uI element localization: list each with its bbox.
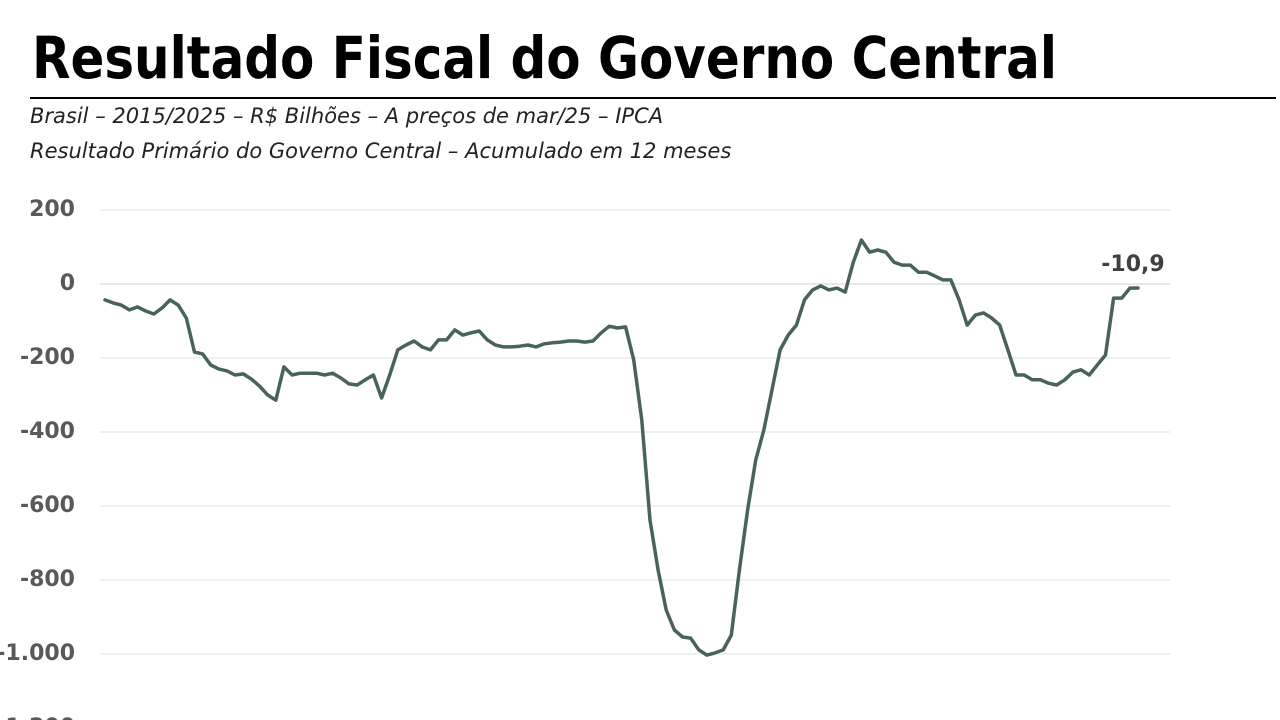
y-tick-label: -400 (20, 419, 75, 444)
subtitle: Brasil – 2015/2025 – R$ Bilhões – A preç… (30, 104, 663, 128)
line (103, 238, 1140, 657)
subtitle: Resultado Primário do Governo Central – … (30, 139, 731, 163)
y-tick-label: -800 (20, 567, 75, 592)
y-tick-label: -1.000 (0, 641, 75, 666)
y-tick-label: 200 (29, 197, 75, 222)
y-tick-label: -600 (20, 493, 75, 518)
y-tick-label: 0 (60, 271, 75, 296)
y-tick-label: -1.200 (0, 715, 75, 720)
y-tick-label: -200 (20, 345, 75, 370)
data-label: -10,9 (1101, 252, 1164, 277)
chart-title: Resultado Fiscal do Governo Central (32, 24, 1057, 92)
